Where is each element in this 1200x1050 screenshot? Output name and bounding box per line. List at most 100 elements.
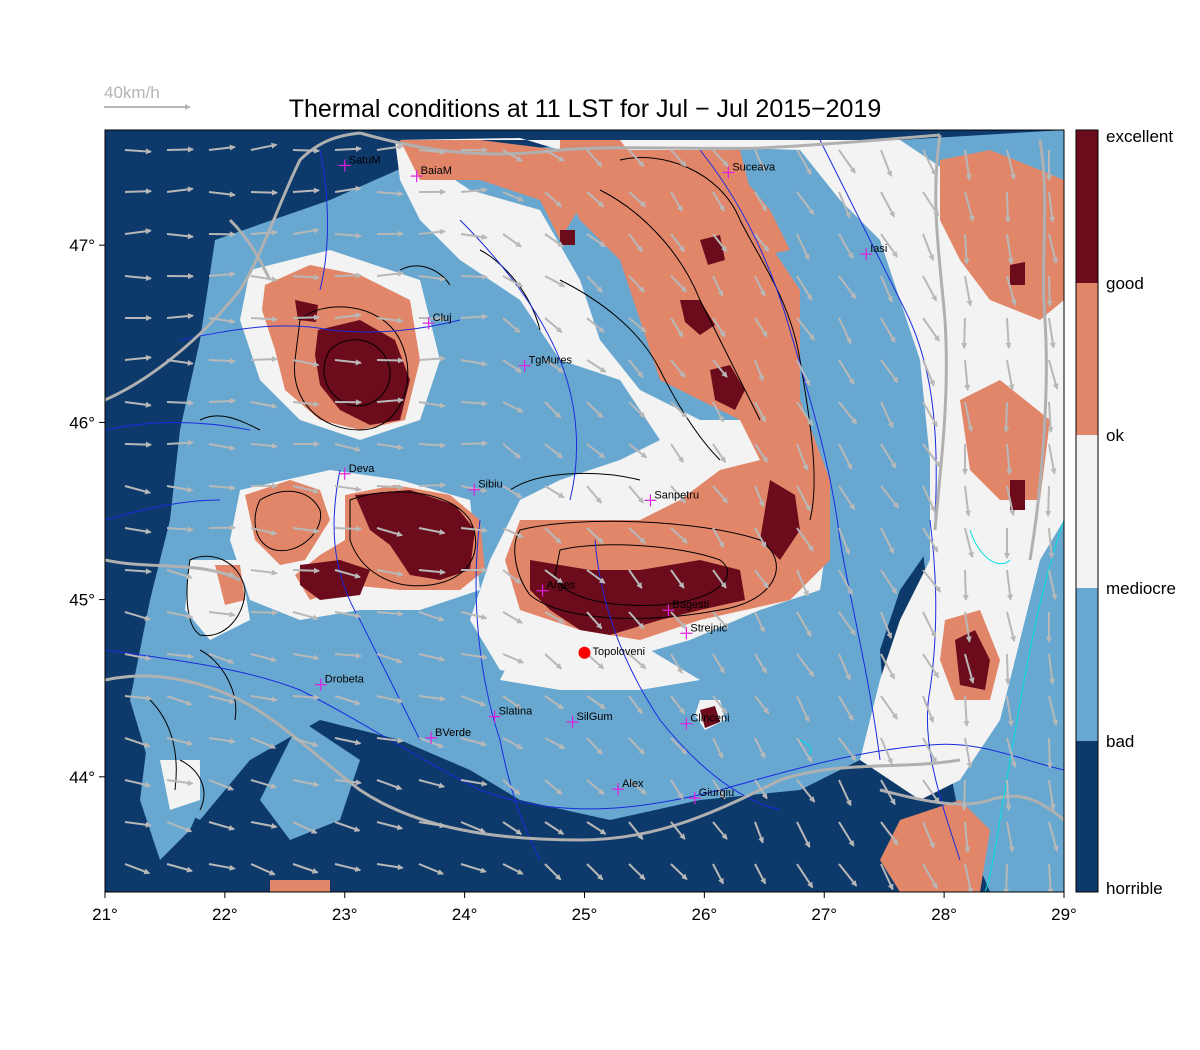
wind-arrow-icon	[292, 779, 320, 788]
wind-arrow-icon	[292, 527, 320, 534]
colorbar-label-ok: ok	[1106, 426, 1124, 445]
city-label: Alex	[622, 778, 644, 790]
wind-arrow-icon	[334, 863, 362, 872]
wind-arrow-icon	[376, 527, 403, 537]
wind-arrow-icon	[1006, 275, 1017, 306]
terrain-contour-lines	[149, 157, 815, 811]
wind-arrow-icon	[292, 737, 319, 748]
wind-arrow-icon	[961, 317, 968, 349]
wind-arrow-icon	[250, 442, 278, 449]
wind-arrow-icon	[838, 863, 858, 887]
wind-arrow-icon	[334, 611, 362, 619]
city-cluj: Cluj	[422, 312, 452, 330]
wind-arrow-icon	[460, 400, 488, 407]
colorbar-bad-swatch	[1076, 588, 1098, 741]
wind-arrow-icon	[880, 527, 895, 554]
wind-arrow-icon	[670, 317, 684, 338]
wind-arrow-icon	[1006, 149, 1016, 181]
wind-arrow-icon	[250, 527, 278, 536]
wind-arrow-icon	[460, 359, 488, 367]
wind-arrow-icon	[208, 779, 235, 791]
wind-arrow-icon	[1006, 737, 1017, 768]
lat-tick-label: 46°	[69, 413, 95, 432]
wind-arrow-icon	[1047, 401, 1054, 433]
wind-arrow-icon	[502, 317, 521, 334]
wind-arrow-icon	[838, 149, 856, 174]
wind-arrow-icon	[712, 233, 728, 253]
wind-arrow-icon	[880, 485, 900, 509]
wind-arrow-icon	[502, 737, 524, 750]
wind-arrow-icon	[250, 821, 278, 829]
wind-arrow-icon	[376, 270, 404, 277]
wind-arrow-icon	[334, 569, 361, 579]
city-label: Giurgiu	[699, 787, 734, 799]
wind-arrow-icon	[502, 821, 523, 836]
wind-arrow-icon	[1004, 191, 1011, 223]
wind-arrow-icon	[376, 821, 404, 831]
wind-arrow-icon	[208, 737, 236, 745]
wind-arrow-icon	[838, 485, 856, 511]
wind-arrow-icon	[544, 569, 564, 584]
wind-arrow-icon	[922, 275, 938, 302]
city-baiam: BaiaM	[410, 165, 452, 183]
wind-arrow-icon	[754, 527, 767, 549]
city-tgmures: TgMures	[518, 355, 572, 372]
wind-arrow-icon	[166, 821, 193, 833]
wind-arrow-icon	[964, 359, 971, 391]
wind-arrow-icon	[922, 443, 941, 468]
wind-arrow-icon	[124, 148, 152, 155]
map-panel: SatuM BaiaM Suceava Iasi Cluj TgMures Deva Sibi…	[105, 130, 1064, 892]
wind-arrow-icon	[754, 401, 767, 423]
rivers	[105, 139, 1064, 861]
wind-arrow-icon	[838, 275, 857, 300]
wind-arrow-icon	[628, 233, 644, 253]
wind-arrow-icon	[712, 737, 724, 759]
city-deva: Deva	[338, 463, 375, 480]
wind-arrow-icon	[670, 359, 686, 378]
city-strejnic: Strejnic	[680, 622, 728, 640]
wind-arrow-icon	[502, 527, 524, 539]
wind-arrow-icon	[376, 484, 404, 491]
wind-arrow-icon	[586, 695, 606, 710]
wind-arrow-icon	[502, 485, 523, 499]
wind-arrow-icon	[712, 863, 724, 885]
wind-arrow-icon	[796, 653, 815, 678]
city-alex: Alex	[612, 778, 644, 796]
wind-arrow-icon	[796, 443, 809, 472]
wind-arrow-icon	[166, 399, 194, 406]
wind-arrow-icon	[754, 779, 768, 800]
wind-arrow-icon	[1048, 653, 1055, 685]
wind-arrow-icon	[250, 653, 278, 663]
wind-arrow-icon	[628, 191, 647, 208]
wind-arrow-icon	[502, 233, 522, 248]
wind-arrow-icon	[292, 611, 320, 621]
wind-arrow-icon	[166, 737, 194, 746]
wind-arrow-icon	[628, 611, 645, 630]
wind-arrow-icon	[670, 401, 688, 419]
wind-arrow-icon	[628, 653, 647, 670]
wind-arrow-icon	[712, 317, 726, 338]
wind-arrow-icon	[838, 233, 854, 260]
wind-arrow-icon	[1048, 527, 1055, 559]
wind-arrow-icon	[754, 149, 765, 172]
wind-arrow-icon	[418, 275, 446, 282]
wind-arrow-icon	[460, 863, 487, 874]
wind-arrow-icon	[208, 695, 236, 705]
wind-arrow-icon	[418, 821, 446, 829]
colorbar-horrible-swatch	[1076, 741, 1098, 892]
city-label: Bagesti	[672, 599, 709, 611]
wind-arrow-icon	[250, 695, 278, 703]
wind-arrow-icon	[838, 695, 854, 722]
wind-arrow-icon	[376, 737, 404, 744]
wind-arrow-icon	[502, 359, 523, 374]
wind-arrow-icon	[586, 779, 605, 795]
wind-arrow-icon	[628, 695, 644, 715]
wind-arrow-icon	[544, 653, 563, 670]
longitude-axis: 21° 22° 23° 24° 25° 26° 27° 28° 29°	[92, 892, 1077, 924]
wind-arrow-icon	[838, 359, 855, 385]
wind-arrow-icon	[628, 821, 644, 840]
wind-arrow-icon	[1048, 233, 1058, 265]
wind-arrow-icon	[586, 275, 603, 293]
wind-arrow-icon	[670, 779, 684, 800]
wind-arrow-icon	[922, 401, 938, 428]
